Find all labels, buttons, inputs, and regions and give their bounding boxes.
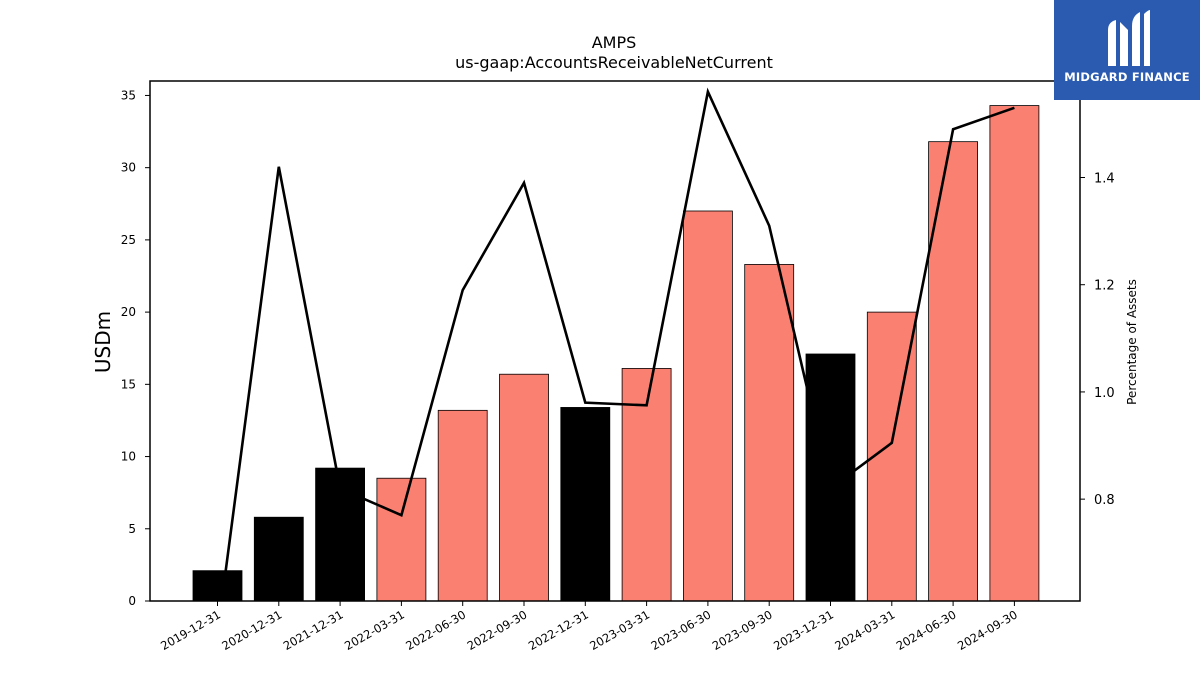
- y-tick-label: 15: [121, 377, 136, 391]
- x-tick-label: 2023-03-31: [587, 607, 652, 653]
- bar-2022-12-31: [560, 407, 611, 602]
- bar-2019-12-31: [192, 570, 243, 602]
- bar-2023-06-30: [683, 210, 733, 602]
- x-tick-label: 2022-06-30: [403, 607, 468, 653]
- bar-2020-12-31: [253, 516, 304, 602]
- bar-2022-06-30: [437, 409, 488, 602]
- y-tick-label: 20: [121, 305, 136, 319]
- y-tick-label: 30: [121, 161, 136, 175]
- x-tick-label: 2019-12-31: [158, 607, 223, 653]
- x-tick-label: 2024-09-30: [955, 607, 1020, 653]
- bar-2023-12-31: [805, 353, 856, 602]
- y2-tick-label: 1.4: [1094, 171, 1115, 186]
- x-tick-label: 2023-06-30: [649, 607, 714, 653]
- y-axis-label: USDm: [91, 311, 115, 373]
- plot-frame: [149, 80, 1081, 602]
- y-tick-label: 10: [121, 450, 136, 464]
- bar-2023-09-30: [744, 264, 795, 602]
- x-tick-label: 2022-12-31: [526, 607, 591, 653]
- brand-name: MIDGARD FINANCE: [1064, 70, 1190, 84]
- midgard-logo-icon: [1108, 10, 1150, 66]
- y2-tick-label: 1.0: [1094, 386, 1115, 401]
- bar-2021-12-31: [315, 467, 366, 602]
- percentage-of-assets-line: [220, 87, 1015, 601]
- percentage-line-group: [220, 87, 1015, 601]
- y-tick-label: 35: [121, 88, 136, 102]
- y2-axis-label: Percentage of Assets: [1125, 279, 1139, 405]
- bar-2023-03-31: [621, 368, 672, 602]
- x-tick-label: 2022-09-30: [465, 607, 530, 653]
- x-tick-label: 2022-03-31: [342, 607, 407, 653]
- y-tick-label: 0: [128, 594, 136, 608]
- bar-2022-03-31: [376, 477, 427, 602]
- x-tick-label: 2024-03-31: [832, 607, 897, 653]
- x-tick-label: 2024-06-30: [894, 607, 959, 653]
- x-tick-label: 2020-12-31: [219, 607, 284, 653]
- x-tick-label: 2023-12-31: [771, 607, 836, 653]
- y-tick-label: 25: [121, 233, 136, 247]
- chart-subtitle: us-gaap:AccountsReceivableNetCurrent: [455, 53, 773, 72]
- y-tick-label: 5: [128, 522, 136, 536]
- bars-group: [192, 105, 1040, 602]
- brand-logo: MIDGARD FINANCE: [1054, 0, 1200, 100]
- x-tick-label: 2021-12-31: [281, 607, 346, 653]
- bar-2022-09-30: [499, 373, 549, 602]
- chart-title: AMPS: [592, 33, 637, 52]
- x-tick-label: 2023-09-30: [710, 607, 775, 653]
- y2-tick-label: 1.2: [1094, 279, 1115, 294]
- y2-tick-label: 0.8: [1094, 493, 1115, 508]
- bar-2024-09-30: [989, 105, 1040, 602]
